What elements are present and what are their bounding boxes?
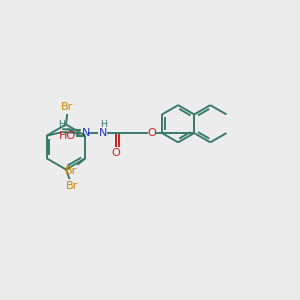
Text: H: H (58, 120, 66, 129)
Text: N: N (82, 128, 90, 138)
Text: O: O (148, 128, 157, 138)
Text: HO: HO (59, 131, 76, 141)
Text: O: O (112, 148, 121, 158)
Text: Br: Br (61, 102, 74, 112)
Text: Br: Br (66, 181, 78, 191)
Text: N: N (99, 128, 107, 138)
Text: H: H (100, 120, 107, 130)
Text: Br: Br (65, 166, 77, 176)
